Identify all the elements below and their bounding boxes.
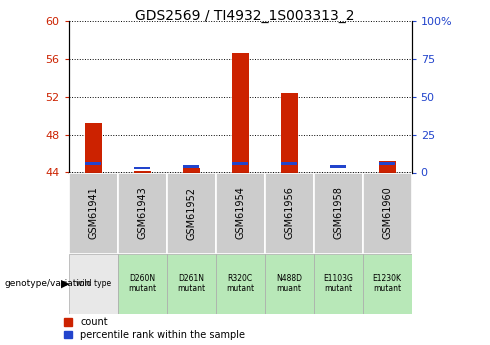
Bar bbox=[133, 170, 151, 172]
Bar bbox=[363, 172, 412, 254]
Bar bbox=[216, 254, 265, 314]
Text: N488D
muant: N488D muant bbox=[276, 274, 302, 294]
Bar bbox=[314, 254, 363, 314]
Bar bbox=[85, 162, 101, 165]
Text: GDS2569 / TI4932_1S003313_2: GDS2569 / TI4932_1S003313_2 bbox=[135, 9, 355, 23]
Bar bbox=[232, 162, 248, 165]
Bar bbox=[182, 168, 200, 172]
Text: R320C
mutant: R320C mutant bbox=[226, 274, 254, 294]
Bar bbox=[314, 172, 363, 254]
Bar bbox=[378, 161, 395, 172]
Text: D261N
mutant: D261N mutant bbox=[177, 274, 205, 294]
Bar bbox=[167, 172, 216, 254]
Bar bbox=[281, 162, 297, 165]
Text: GSM61956: GSM61956 bbox=[284, 187, 294, 239]
Bar bbox=[134, 167, 150, 169]
Text: ▶: ▶ bbox=[61, 279, 70, 289]
Bar bbox=[84, 123, 102, 172]
Text: genotype/variation: genotype/variation bbox=[5, 279, 91, 288]
Legend: count, percentile rank within the sample: count, percentile rank within the sample bbox=[64, 317, 245, 340]
Bar bbox=[265, 254, 314, 314]
Text: GSM61941: GSM61941 bbox=[88, 187, 98, 239]
Text: GSM61958: GSM61958 bbox=[333, 187, 343, 239]
Bar bbox=[379, 162, 395, 165]
Text: GSM61952: GSM61952 bbox=[186, 187, 196, 239]
Bar bbox=[183, 165, 199, 168]
Text: E1103G
mutant: E1103G mutant bbox=[323, 274, 353, 294]
Bar bbox=[167, 254, 216, 314]
Bar bbox=[118, 254, 167, 314]
Bar bbox=[69, 254, 118, 314]
Bar bbox=[216, 172, 265, 254]
Bar bbox=[232, 53, 249, 172]
Bar bbox=[280, 93, 297, 172]
Text: GSM61943: GSM61943 bbox=[137, 187, 147, 239]
Text: GSM61960: GSM61960 bbox=[382, 187, 392, 239]
Bar bbox=[363, 254, 412, 314]
Text: D260N
mutant: D260N mutant bbox=[128, 274, 156, 294]
Bar bbox=[265, 172, 314, 254]
Bar bbox=[330, 165, 346, 168]
Text: GSM61954: GSM61954 bbox=[235, 187, 245, 239]
Bar bbox=[69, 172, 118, 254]
Text: E1230K
mutant: E1230K mutant bbox=[372, 274, 402, 294]
Bar bbox=[118, 172, 167, 254]
Text: wild type: wild type bbox=[75, 279, 111, 288]
